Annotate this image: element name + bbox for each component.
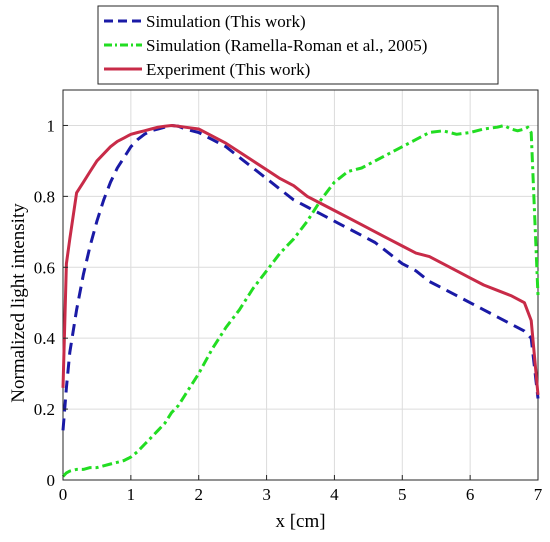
- x-axis-ticks: 0 1 2 3 4 5 6 7: [59, 475, 543, 504]
- legend-label-1: Simulation (This work): [146, 12, 306, 31]
- y-tick-label: 0.6: [34, 258, 55, 277]
- series-line-3: [61, 124, 540, 396]
- series-line-2: [61, 124, 540, 478]
- y-axis-ticks: 0 0.2 0.4 0.6 0.8 1: [34, 116, 68, 490]
- x-tick-label: 7: [534, 485, 543, 504]
- x-tick-label: 6: [466, 485, 475, 504]
- legend-label-2: Simulation (Ramella-Roman et al., 2005): [146, 36, 427, 55]
- legend-box: [97, 5, 499, 85]
- series-line-1: [61, 124, 540, 431]
- x-tick-label: 1: [127, 485, 136, 504]
- x-tick-label: 0: [59, 485, 68, 504]
- y-tick-label: 0.8: [34, 187, 55, 206]
- legend-label-3: Experiment (This work): [146, 60, 310, 79]
- legend: Simulation (This work) Simulation (Ramell…: [97, 5, 499, 85]
- series-layer: [61, 124, 540, 478]
- y-tick-label: 0.4: [34, 329, 56, 348]
- legend-items: Simulation (This work) Simulation (Ramell…: [104, 12, 427, 79]
- y-tick-label: 0: [47, 471, 56, 490]
- y-axis-label: Normalized light intensity: [8, 203, 29, 403]
- x-tick-label: 3: [262, 485, 271, 504]
- y-tick-label: 1: [47, 116, 56, 135]
- x-tick-label: 4: [330, 485, 339, 504]
- x-tick-label: 2: [194, 485, 203, 504]
- x-tick-label: 5: [398, 485, 407, 504]
- y-tick-label: 0.2: [34, 400, 55, 419]
- x-axis-label: x [cm]: [275, 511, 325, 532]
